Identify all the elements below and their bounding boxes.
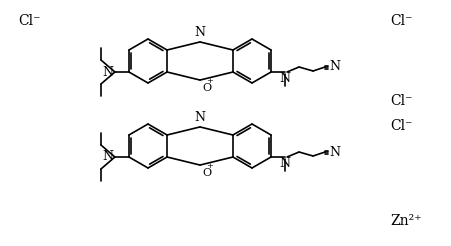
- Text: N: N: [279, 157, 290, 170]
- Text: N: N: [279, 72, 290, 85]
- Text: +: +: [206, 162, 212, 170]
- Text: Cl⁻: Cl⁻: [18, 14, 41, 28]
- Text: N: N: [194, 111, 205, 124]
- Text: Cl⁻: Cl⁻: [389, 14, 412, 28]
- Text: O: O: [202, 168, 211, 178]
- Text: Zn²⁺: Zn²⁺: [389, 214, 421, 228]
- Text: N: N: [328, 61, 339, 74]
- Text: +: +: [206, 77, 212, 85]
- Text: N: N: [328, 145, 339, 158]
- Text: O: O: [202, 83, 211, 93]
- Text: N: N: [194, 26, 205, 39]
- Text: N: N: [102, 65, 113, 78]
- Text: Cl⁻: Cl⁻: [389, 94, 412, 108]
- Text: N: N: [102, 151, 113, 164]
- Text: Cl⁻: Cl⁻: [389, 119, 412, 133]
